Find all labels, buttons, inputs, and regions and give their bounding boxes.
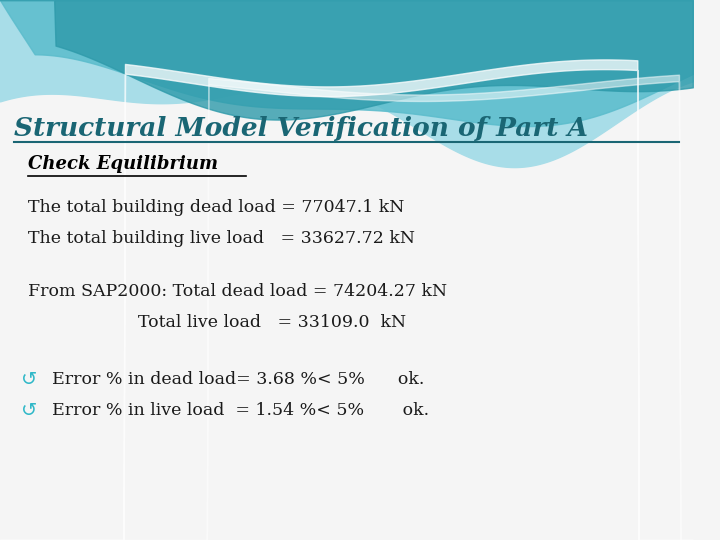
Text: Structural Model Verification of Part A: Structural Model Verification of Part A [14,116,588,141]
Text: ↺: ↺ [21,401,37,420]
Text: ↺: ↺ [21,369,37,389]
Text: Error % in dead load= 3.68 %< 5%      ok.: Error % in dead load= 3.68 %< 5% ok. [52,370,424,388]
Text: The total building live load   = 33627.72 kN: The total building live load = 33627.72 … [27,230,415,247]
Text: Total live load   = 33109.0  kN: Total live load = 33109.0 kN [27,314,406,331]
Text: The total building dead load = 77047.1 kN: The total building dead load = 77047.1 k… [27,199,404,217]
Text: Error % in live load  = 1.54 %< 5%       ok.: Error % in live load = 1.54 %< 5% ok. [52,402,429,419]
Text: From SAP2000: Total dead load = 74204.27 kN: From SAP2000: Total dead load = 74204.27… [27,283,447,300]
Text: Check Equilibrium: Check Equilibrium [27,155,217,173]
